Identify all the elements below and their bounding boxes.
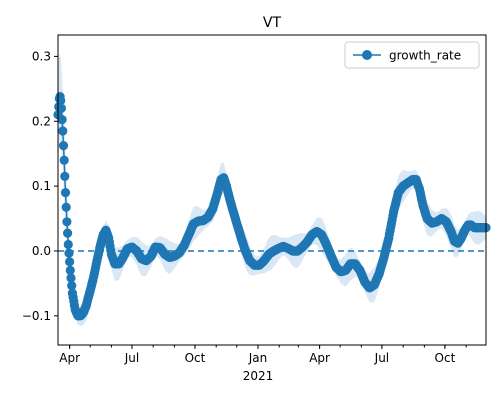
data-point xyxy=(65,265,75,275)
y-tick-label: 0.1 xyxy=(32,179,51,193)
data-point xyxy=(58,141,69,151)
data-point xyxy=(58,126,68,136)
legend-label-growth-rate: growth_rate xyxy=(389,49,461,63)
data-point xyxy=(66,273,76,283)
x-tick-label: Jul xyxy=(374,351,389,365)
axes: −0.1 0.0 0.1 0.2 0.3 Apr Jul Oct Jan Apr Jul Oct 202… xyxy=(22,34,487,383)
data-point xyxy=(60,171,70,181)
chart-title: VT xyxy=(263,15,282,31)
data-point xyxy=(63,239,73,250)
legend: growth_rate xyxy=(344,41,480,69)
data-point xyxy=(56,95,66,106)
data-point xyxy=(57,115,67,125)
plot-area xyxy=(53,53,491,326)
data-point xyxy=(59,155,69,165)
y-tick-label: 0.2 xyxy=(32,114,51,128)
data-point xyxy=(64,248,74,258)
legend-marker-swatch xyxy=(362,50,372,60)
legend-box xyxy=(344,41,480,69)
x-tick-label: Apr xyxy=(59,351,80,365)
data-point xyxy=(67,281,77,291)
y-tick-label: 0.3 xyxy=(32,49,51,63)
data-point xyxy=(62,217,72,227)
y-tick-label: 0.0 xyxy=(32,244,51,258)
x-tick-label: Oct xyxy=(435,351,456,365)
x-tick-label: Jul xyxy=(124,351,139,365)
data-point xyxy=(56,103,66,113)
x-tick-label: Jan xyxy=(248,351,268,365)
series-markers-growth-rate xyxy=(53,92,491,321)
x-tick-label: Oct xyxy=(185,351,206,365)
y-tick-label: −0.1 xyxy=(22,309,51,323)
data-point xyxy=(63,228,73,238)
axes-frame xyxy=(57,34,487,346)
data-point xyxy=(65,257,75,267)
data-point xyxy=(61,202,71,212)
x-year-label: 2021 xyxy=(243,369,274,383)
x-tick-label: Apr xyxy=(309,351,330,365)
data-point xyxy=(60,188,71,198)
